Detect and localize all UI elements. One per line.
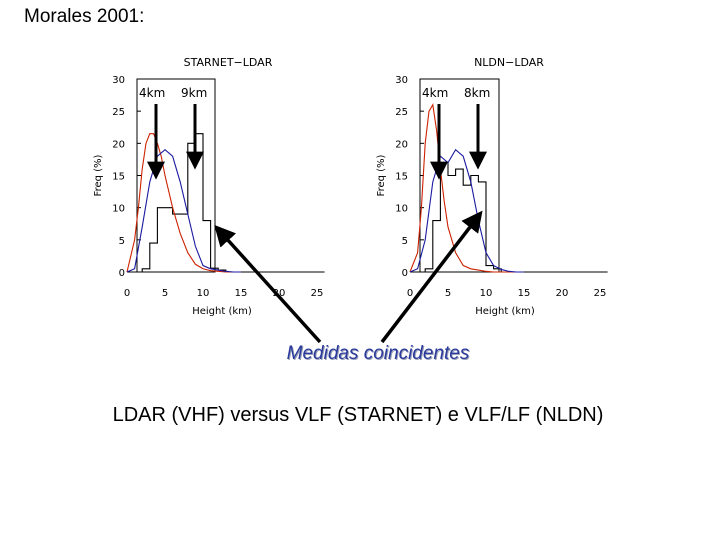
callout-arrow-left: [214, 224, 322, 344]
series-line-ldar-smooth-: [126, 149, 241, 273]
x-tick-label: 20: [556, 288, 569, 299]
chart-title: NLDN−LDAR: [474, 56, 544, 69]
x-tick-label: 15: [518, 288, 531, 299]
chart-nldn-ldar: NLDN−LDAR 0 5 10 15 20 25 30 Freq (%) 0 5 10 15 20 25 H…: [376, 56, 608, 317]
x-tick-label: 25: [311, 288, 324, 299]
callout-text: Medidas coincidentes: [286, 343, 470, 364]
peak-annotation: 8km: [464, 86, 490, 100]
y-tick-label: 20: [112, 139, 125, 150]
x-tick-label: 20: [273, 288, 286, 299]
x-tick-label: 0: [407, 288, 413, 299]
peak-annotation: 4km: [139, 86, 165, 100]
y-axis-label: Freq (%): [376, 154, 387, 196]
page-title: Morales 2001:: [24, 6, 145, 27]
y-tick-label: 30: [395, 75, 408, 86]
y-tick-label: 25: [395, 107, 408, 118]
x-tick-label: 15: [235, 288, 248, 299]
chart-starnet-ldar: STARNET−LDAR 0 5 10 15 20 25 30 Freq (%) 0 5 10 15 20…: [93, 56, 325, 317]
callout-arrow-right: [380, 210, 483, 344]
peak-annotation: 4km: [422, 86, 448, 100]
y-tick-label: 10: [112, 204, 125, 215]
series-line-ldar-step-: [127, 133, 325, 273]
subtitle: LDAR (VHF) versus VLF (STARNET) e VLF/LF…: [112, 404, 604, 426]
x-tick-label: 10: [480, 288, 493, 299]
x-axis-label: Height (km): [475, 306, 535, 317]
y-tick-label: 30: [112, 75, 125, 86]
peak-annotation: 9km: [181, 86, 207, 100]
series-line-nldn: [409, 103, 524, 273]
y-tick-label: 15: [395, 172, 408, 183]
y-tick-label: 0: [402, 268, 408, 279]
y-tick-label: 20: [395, 139, 408, 150]
y-tick-label: 15: [112, 172, 125, 183]
x-axis-label: Height (km): [192, 306, 252, 317]
x-tick-label: 5: [445, 288, 451, 299]
series-line-ldar-smooth-: [409, 148, 524, 273]
y-tick-label: 0: [119, 268, 125, 279]
x-tick-label: 25: [594, 288, 607, 299]
x-tick-label: 10: [197, 288, 210, 299]
y-tick-label: 5: [402, 236, 408, 247]
series-line-ldar-step-: [410, 162, 608, 273]
y-axis-label: Freq (%): [93, 154, 104, 196]
y-tick-label: 10: [395, 204, 408, 215]
series-line-starnet: [126, 133, 241, 273]
y-tick-label: 5: [119, 236, 125, 247]
chart-title: STARNET−LDAR: [184, 56, 273, 69]
x-tick-label: 5: [162, 288, 168, 299]
x-tick-label: 0: [124, 288, 130, 299]
callout-arrows: [214, 210, 483, 344]
y-tick-label: 25: [112, 107, 125, 118]
